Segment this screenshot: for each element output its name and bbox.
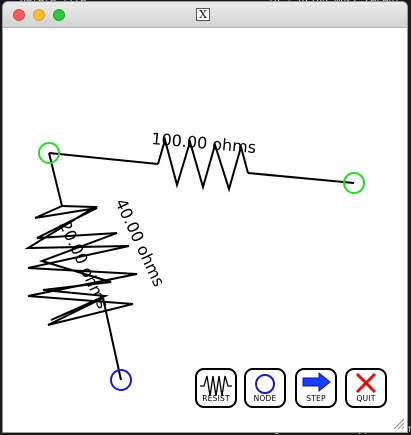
- quit-button-label: QUIT: [356, 394, 376, 403]
- resistor-icon: [200, 375, 232, 397]
- x11-icon: X: [196, 8, 210, 21]
- resistor-100-zigzag[interactable]: [157, 136, 249, 193]
- title-bar[interactable]: X: [3, 2, 407, 28]
- node-circle-icon: [255, 374, 275, 394]
- app-window: X 100.00 ohms 40.00 ohms 20.00 ohms: [3, 2, 407, 432]
- node-button-label: NODE: [253, 394, 277, 403]
- resistor-40-label: 40.00 ohms: [111, 196, 168, 290]
- close-window-button[interactable]: [13, 9, 25, 21]
- resistor-20-label: 20.00 ohms: [55, 218, 112, 312]
- resistor-100-label: 100.00 ohms: [151, 129, 257, 157]
- circuit-drawing[interactable]: 100.00 ohms 40.00 ohms 20.00 ohms: [3, 28, 407, 432]
- step-button[interactable]: STEP: [295, 368, 337, 408]
- node-button[interactable]: NODE: [244, 368, 286, 408]
- step-button-label: STEP: [306, 394, 326, 403]
- resize-grip-icon[interactable]: [393, 418, 405, 430]
- right-arrow-icon: [302, 371, 331, 393]
- circuit-node[interactable]: [110, 369, 132, 391]
- maximize-window-button[interactable]: [53, 9, 65, 21]
- quit-button[interactable]: QUIT: [345, 368, 387, 408]
- resist-button[interactable]: RESIST: [195, 368, 237, 408]
- circuit-node[interactable]: [38, 142, 60, 164]
- resistor-20-zigzag[interactable]: [34, 205, 118, 321]
- resistor-40-zigzag[interactable]: [24, 205, 138, 326]
- circuit-canvas[interactable]: 100.00 ohms 40.00 ohms 20.00 ohms RESIST…: [3, 28, 407, 432]
- minimize-window-button[interactable]: [33, 9, 45, 21]
- wire: [247, 172, 355, 184]
- resist-button-label: RESIST: [202, 394, 230, 403]
- wire: [48, 152, 159, 165]
- red-x-icon: [355, 372, 377, 394]
- circuit-node[interactable]: [343, 172, 365, 194]
